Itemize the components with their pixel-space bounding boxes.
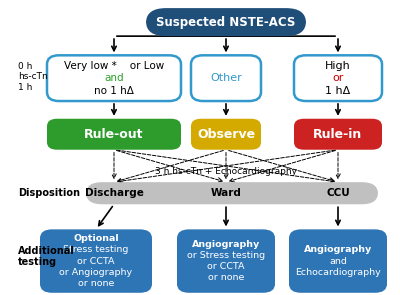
FancyBboxPatch shape (86, 182, 378, 204)
Text: Angiography: Angiography (192, 240, 260, 249)
FancyBboxPatch shape (177, 230, 275, 293)
FancyBboxPatch shape (191, 55, 261, 101)
Text: Echocardiography: Echocardiography (295, 268, 381, 277)
Text: Other: Other (210, 73, 242, 83)
Text: Angiography: Angiography (304, 245, 372, 254)
FancyBboxPatch shape (294, 55, 382, 101)
Text: Discharge: Discharge (84, 188, 144, 198)
FancyBboxPatch shape (294, 119, 382, 150)
Text: or none: or none (78, 279, 114, 288)
Text: or none: or none (208, 273, 244, 282)
FancyBboxPatch shape (146, 8, 306, 36)
Text: Additional
testing: Additional testing (18, 246, 75, 268)
Text: 3 h hs-cTn + Echocardiography: 3 h hs-cTn + Echocardiography (155, 167, 297, 176)
Text: or CCTA: or CCTA (77, 257, 115, 266)
Text: Observe: Observe (197, 128, 255, 141)
Text: 1 hΔ: 1 hΔ (325, 86, 351, 96)
Text: or CCTA: or CCTA (207, 262, 245, 271)
FancyBboxPatch shape (191, 119, 261, 150)
Text: or: or (332, 73, 344, 83)
Text: 0 h
hs-cTn
1 h: 0 h hs-cTn 1 h (18, 62, 48, 92)
Text: High: High (325, 61, 351, 71)
Text: Rule-out: Rule-out (84, 128, 144, 141)
FancyBboxPatch shape (289, 230, 387, 293)
Text: and: and (329, 257, 347, 266)
Text: Rule-in: Rule-in (313, 128, 363, 141)
FancyBboxPatch shape (47, 55, 181, 101)
Text: no 1 hΔ: no 1 hΔ (94, 86, 134, 96)
Text: Ward: Ward (210, 188, 242, 198)
Text: or Stress testing: or Stress testing (187, 251, 265, 260)
Text: and: and (104, 73, 124, 83)
FancyBboxPatch shape (40, 230, 152, 293)
Text: CCU: CCU (326, 188, 350, 198)
Text: Disposition: Disposition (18, 188, 80, 198)
FancyBboxPatch shape (47, 119, 181, 150)
Text: Suspected NSTE-ACS: Suspected NSTE-ACS (156, 16, 296, 29)
Text: Optional: Optional (73, 234, 119, 243)
Text: Stress testing: Stress testing (63, 245, 129, 254)
Text: or Angiography: or Angiography (60, 268, 132, 277)
Text: Very low *    or Low: Very low * or Low (64, 61, 164, 71)
